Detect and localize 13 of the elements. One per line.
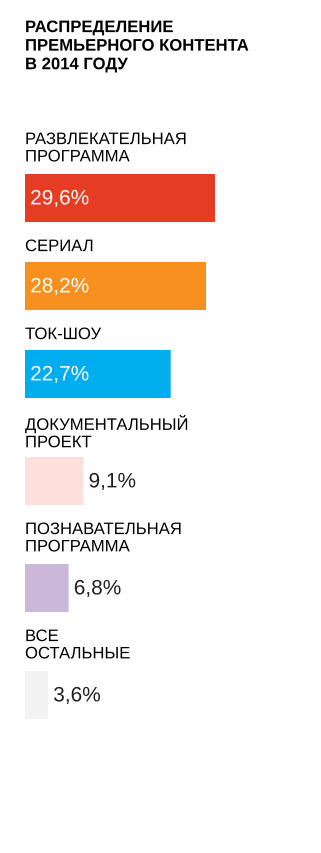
- y-tick-label: ВСЕ ОСТАЛЬНЫЕ: [26, 629, 130, 659]
- y-tick-label: РАЗВЛЕКАТЕЛЬНАЯ ПРОГРАММА: [26, 132, 186, 162]
- y-tick-label: СЕРИАЛ: [26, 239, 92, 252]
- data-label: 28,2%: [31, 278, 88, 296]
- y-tick-label: ДОКУМЕНТАЛЬНЫЙ ПРОЕКТ: [25, 414, 188, 448]
- data-label: 22,7%: [31, 366, 88, 384]
- y-tick-label: ПОЗНАВАТЕЛЬНАЯ ПРОГРАММА: [26, 522, 181, 552]
- chart-title: РАСПРЕДЕЛЕНИЕ ПРЕМЬЕРНОГО КОНТЕНТА В 2014 ГОДУ: [26, 20, 248, 73]
- data-label: 6,8%: [74, 580, 121, 598]
- data-label: 3,6%: [54, 686, 100, 704]
- data-label: 29,6%: [31, 190, 88, 208]
- y-tick-label: ТОК-ШОУ: [25, 327, 102, 340]
- data-label: 9,1%: [90, 472, 136, 490]
